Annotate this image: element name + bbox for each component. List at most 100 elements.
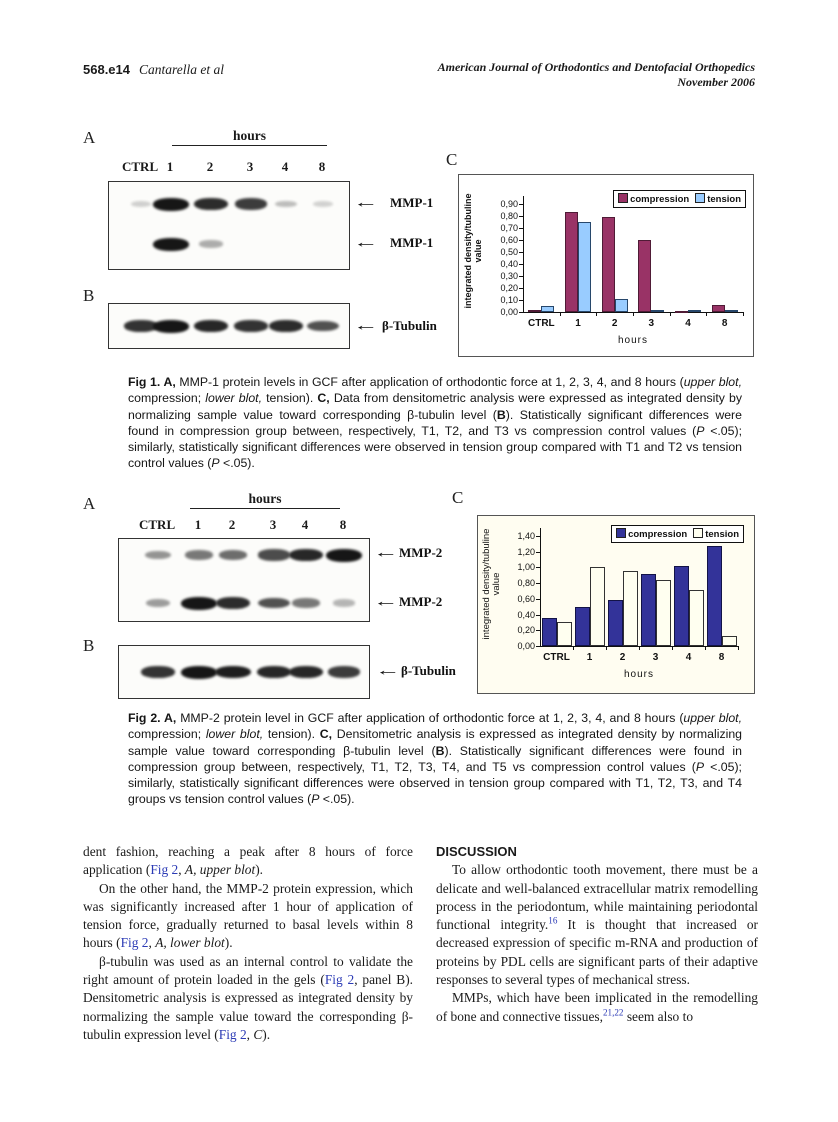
protein-band bbox=[234, 320, 268, 332]
tension-bar-4 bbox=[688, 310, 701, 312]
fig2-lane-labels: CTRL 1 2 3 4 8 bbox=[118, 517, 368, 533]
text-segment: , bbox=[178, 862, 185, 878]
lane-label-2: 2 bbox=[206, 159, 214, 174]
protein-band bbox=[215, 596, 251, 610]
text-segment: , bbox=[246, 1026, 254, 1042]
y-axis-title: integrated density/tubuline value bbox=[463, 193, 483, 309]
protein-band bbox=[256, 665, 292, 679]
text-segment: B bbox=[496, 407, 506, 422]
y-tick-mark bbox=[519, 240, 523, 241]
y-tick-mark bbox=[536, 583, 540, 585]
protein-band bbox=[218, 550, 248, 560]
y-tick-label: 1,00 bbox=[517, 562, 535, 573]
y-tick-label: 0,00 bbox=[500, 307, 518, 317]
y-tick-mark bbox=[536, 598, 540, 600]
tension-bar-8 bbox=[721, 636, 737, 646]
compression-bar-2 bbox=[601, 217, 615, 312]
legend-swatch-tension bbox=[693, 528, 704, 538]
compression-bar-8 bbox=[706, 546, 722, 646]
text-segment: <.05); similarly, statistically signific… bbox=[128, 759, 742, 807]
text-segment: <.05); similarly, statistically signific… bbox=[128, 423, 742, 471]
figure-cross-reference[interactable]: Fig 2 bbox=[120, 935, 149, 951]
fig1-panel-a-label: A bbox=[83, 128, 96, 147]
x-axis-title: hours bbox=[623, 669, 654, 680]
protein-band bbox=[153, 319, 189, 333]
text-segment: ). Statistically significant differences… bbox=[128, 407, 742, 438]
protein-band bbox=[181, 665, 217, 679]
left-arrow-icon: ← bbox=[353, 235, 379, 251]
fig1-hours-header: hours bbox=[172, 128, 327, 146]
text-segment: Densitometric analysis is expressed as i… bbox=[128, 727, 743, 758]
x-tick-mark bbox=[705, 646, 706, 650]
citation-reference[interactable]: 16 bbox=[548, 915, 558, 926]
legend-label-compression: compression bbox=[630, 194, 690, 205]
protein-band bbox=[292, 598, 320, 608]
figure-cross-reference[interactable]: Fig 2 bbox=[324, 972, 355, 988]
protein-band bbox=[193, 197, 229, 211]
tension-bar-CTRL bbox=[541, 306, 555, 312]
text-segment: <.05). bbox=[319, 792, 355, 807]
x-category-label: 8 bbox=[718, 652, 725, 663]
x-tick-mark bbox=[606, 646, 607, 650]
fig2-panel-b-label: B bbox=[83, 636, 95, 655]
left-arrow-icon: ← bbox=[353, 195, 379, 211]
fig1-lower-band-label: MMP-1 bbox=[390, 235, 434, 250]
protein-band bbox=[258, 549, 290, 561]
text-segment: C bbox=[253, 1026, 263, 1042]
text-segment: A, lower blot bbox=[155, 935, 225, 951]
y-tick-mark bbox=[519, 252, 523, 253]
protein-band bbox=[215, 665, 251, 679]
y-tick-label: 0,80 bbox=[517, 578, 535, 589]
protein-band bbox=[153, 197, 189, 211]
legend-swatch-tension bbox=[695, 193, 706, 203]
x-tick-mark bbox=[669, 312, 671, 316]
y-tick-label: 0,70 bbox=[500, 223, 518, 233]
chart-legend: compression tension bbox=[613, 190, 746, 208]
text-segment: B bbox=[435, 743, 445, 758]
x-category-label: 2 bbox=[611, 318, 618, 329]
y-tick-label: 0,50 bbox=[500, 247, 518, 257]
y-axis bbox=[540, 528, 541, 646]
protein-band bbox=[145, 550, 171, 560]
x-category-label: 3 bbox=[648, 318, 655, 329]
fig2-hours-header: hours bbox=[190, 491, 340, 509]
x-tick-mark bbox=[672, 646, 673, 650]
compression-bar-8 bbox=[711, 305, 725, 312]
compression-bar-2 bbox=[607, 600, 623, 646]
lane-label-4: 4 bbox=[281, 159, 289, 174]
fig1-panel-c-label: C bbox=[446, 150, 458, 169]
fig2-lower-band-label: MMP-2 bbox=[399, 594, 443, 609]
fig1-blot-b-tubulin bbox=[108, 303, 350, 349]
citation-reference[interactable]: 21,22 bbox=[602, 1007, 624, 1018]
text-segment: C, bbox=[319, 727, 333, 742]
figure-cross-reference[interactable]: Fig 2 bbox=[218, 1026, 247, 1042]
y-tick-mark bbox=[519, 288, 523, 289]
protein-band bbox=[124, 320, 158, 332]
tension-bar-8 bbox=[724, 310, 738, 312]
lane-label-8: 8 bbox=[318, 159, 326, 174]
fig2-tubulin-band-label: β-Tubulin bbox=[401, 663, 456, 678]
left-arrow-icon: ← bbox=[353, 318, 379, 334]
lane-label-4: 4 bbox=[301, 517, 309, 532]
figure-cross-reference[interactable]: Fig 2 bbox=[150, 862, 179, 878]
body-right-column: DISCUSSION To allow orthodontic tooth mo… bbox=[436, 843, 758, 1026]
body-paragraph: MMPs, which have been implicated in the … bbox=[436, 989, 758, 1026]
text-segment: To allow orthodontic tooth movement, the… bbox=[436, 862, 758, 933]
text-segment: compression; bbox=[128, 727, 206, 742]
x-category-label: 1 bbox=[575, 318, 581, 329]
fig2-panel-a-label: A bbox=[83, 494, 96, 513]
fig1-densitometry-chart: integrated density/tubuline value 0,00 0,1… bbox=[458, 174, 754, 357]
text-segment: P bbox=[695, 759, 705, 774]
tension-bar-CTRL bbox=[556, 622, 572, 646]
lane-label-CTRL: CTRL bbox=[139, 517, 176, 532]
protein-band bbox=[185, 550, 213, 560]
text-segment: P bbox=[311, 792, 320, 807]
text-segment: β-tubulin was used as an internal contro… bbox=[83, 953, 413, 988]
compression-bar-3 bbox=[638, 240, 652, 312]
page-header-right: American Journal of Orthodontics and Den… bbox=[438, 60, 755, 90]
text-segment: MMP-2 protein level in GCF after applica… bbox=[176, 711, 684, 725]
y-tick-mark bbox=[536, 646, 540, 647]
legend-label-tension: tension bbox=[705, 529, 739, 540]
text-segment: , bbox=[148, 935, 156, 951]
